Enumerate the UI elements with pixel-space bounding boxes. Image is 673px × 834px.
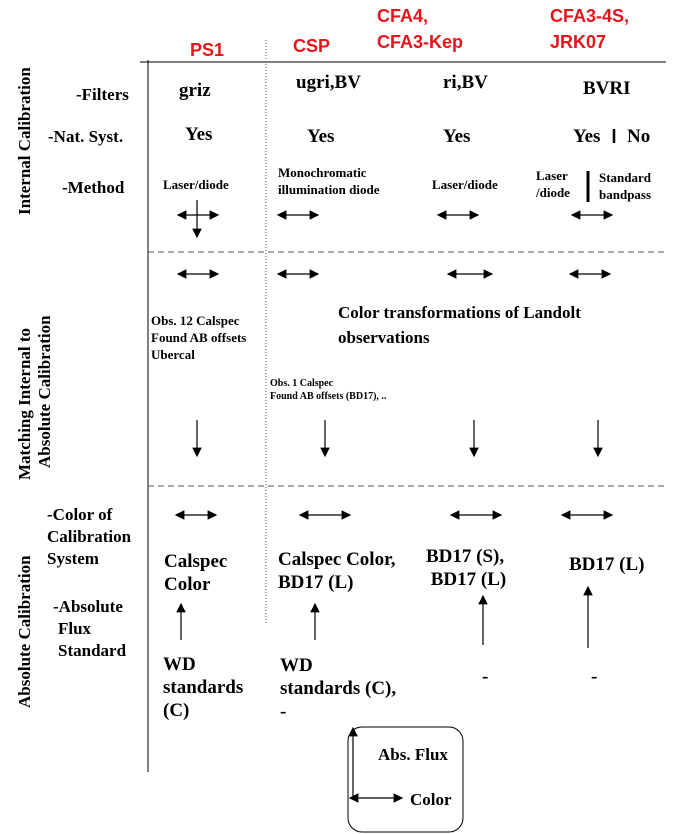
grid-lines [140, 40, 666, 772]
cell: Calspec [164, 551, 227, 572]
cell: Monochromatic [278, 165, 367, 180]
cell: Standard [599, 170, 652, 185]
cell: observations [338, 328, 430, 347]
row-labels: -Filters -Nat. Syst. -Method -Color of C… [47, 85, 132, 660]
column-header: CFA3-Kep [377, 32, 463, 52]
section-label: Absolute Calibration [35, 315, 54, 468]
cell: Laser [536, 168, 568, 183]
cell: Obs. 1 Calspec [270, 378, 334, 389]
cell: WD [280, 655, 313, 676]
cell: BD17 (S), [426, 546, 504, 567]
cell: - [280, 701, 286, 722]
cell: Ubercal [151, 347, 195, 362]
headers: PS1 CSP CFA4, CFA3-Kep CFA3-4S, JRK07 [190, 6, 629, 60]
cell: standards [163, 677, 243, 698]
cells: griz ugri,BV ri,BV BVRI Yes Yes Yes Yes … [151, 72, 652, 722]
section-label: Absolute Calibration [15, 555, 34, 708]
column-header: PS1 [190, 40, 224, 60]
cell: - [482, 666, 488, 687]
section-label: Internal Calibration [15, 67, 34, 215]
cell: BD17 (L) [278, 572, 353, 593]
row-label: Calibration [47, 527, 132, 546]
row-label: -Nat. Syst. [48, 127, 123, 146]
cell: Yes [185, 124, 212, 145]
cell: (C) [163, 700, 189, 721]
cell: Found AB offsets (BD17), .. [270, 391, 387, 402]
cell: Found AB offsets [151, 330, 246, 345]
cell: standards (C), [280, 678, 396, 699]
row-label: System [47, 549, 99, 568]
row-label: -Filters [76, 85, 129, 104]
column-header: CFA4, [377, 6, 428, 26]
cell: Laser/diode [432, 177, 498, 192]
row-label: -Absolute [53, 597, 123, 616]
cell: Yes [307, 126, 334, 147]
cell: Yes [443, 126, 470, 147]
section-label: Matching Internal to [15, 328, 34, 480]
legend-label: Abs. Flux [378, 745, 448, 764]
cell: BVRI [583, 78, 631, 99]
legend: Abs. Flux Color [347, 726, 464, 833]
cell: BD17 (L) [426, 569, 506, 590]
cell: Color [164, 574, 211, 595]
cell: /diode [535, 185, 570, 200]
cell: illumination diode [278, 182, 380, 197]
column-header: CSP [293, 36, 330, 56]
cell: ugri,BV [296, 72, 361, 93]
cell: ri,BV [443, 72, 488, 93]
cell: No [627, 126, 650, 147]
cell: Obs. 12 Calspec [151, 313, 240, 328]
cell: - [591, 666, 597, 687]
legend-label: Color [410, 790, 452, 809]
cell: griz [179, 80, 211, 101]
row-label: -Color of [47, 505, 113, 524]
cell: Color transformations of Landolt [338, 303, 581, 322]
row-label: -Method [62, 178, 125, 197]
arrows [174, 200, 614, 648]
cell: WD [163, 654, 196, 675]
cell: bandpass [599, 187, 651, 202]
cell: Calspec Color, [278, 549, 396, 570]
column-header: CFA3-4S, [550, 6, 629, 26]
row-label: Standard [58, 641, 127, 660]
row-label: Flux [58, 619, 92, 638]
section-labels: Internal Calibration Matching Internal t… [15, 67, 54, 708]
column-header: JRK07 [550, 32, 606, 52]
cell: Laser/diode [163, 177, 229, 192]
cell: Yes [573, 126, 600, 147]
cell: BD17 (L) [569, 554, 644, 575]
